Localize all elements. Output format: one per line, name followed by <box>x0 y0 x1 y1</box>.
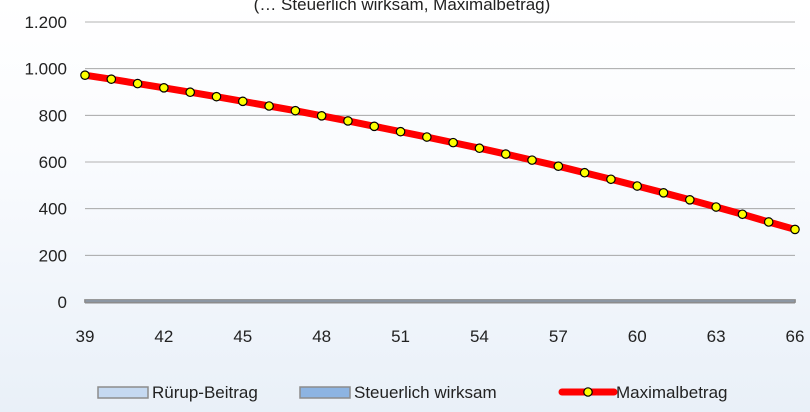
data-point <box>106 74 117 84</box>
x-tick-label: 63 <box>707 327 726 346</box>
x-tick-label: 39 <box>76 327 95 346</box>
y-tick-label: 1.200 <box>24 13 67 32</box>
data-point <box>606 174 616 185</box>
legend-label: Steuerlich wirksam <box>354 383 497 402</box>
y-tick-label: 600 <box>39 153 67 172</box>
data-point <box>237 96 248 107</box>
data-point <box>211 91 222 102</box>
x-axis: 39 42 45 48 51 54 57 60 63 66 <box>76 300 805 346</box>
data-point <box>579 167 590 178</box>
gridlines <box>85 21 795 256</box>
y-tick-label: 800 <box>39 106 67 125</box>
x-tick-label: 66 <box>786 327 805 346</box>
y-tick-label: 400 <box>39 200 67 219</box>
data-point <box>80 70 90 80</box>
x-tick-label: 48 <box>312 327 331 346</box>
data-point <box>422 132 432 142</box>
y-tick-label: 1.000 <box>24 60 67 79</box>
area-series-1 <box>84 299 796 303</box>
line-series-group <box>80 70 800 235</box>
legend-label: Rürup-Beitrag <box>152 383 258 402</box>
data-point <box>474 143 485 154</box>
data-point <box>658 188 669 198</box>
chart-title: (… Steuerlich wirksam, Maximalbetrag) <box>254 0 551 14</box>
legend-label: Maximalbetrag <box>616 383 728 402</box>
data-point <box>369 121 380 132</box>
y-tick-label: 0 <box>58 293 67 312</box>
data-point <box>632 181 643 191</box>
data-point <box>790 224 800 235</box>
data-point <box>395 126 406 137</box>
data-point <box>500 149 511 159</box>
legend: Rürup-Beitrag Steuerlich wirksam Maximalbe… <box>97 383 728 402</box>
x-tick-label: 45 <box>233 327 252 346</box>
area-series-group <box>84 299 796 303</box>
data-point <box>185 87 195 98</box>
data-point <box>527 155 537 165</box>
data-point <box>290 105 301 116</box>
x-tick-label: 60 <box>628 327 647 346</box>
data-point <box>264 101 274 111</box>
legend-marker <box>583 387 593 397</box>
data-point <box>711 202 721 212</box>
y-tick-label: 200 <box>39 246 67 265</box>
data-point <box>685 195 695 205</box>
legend-swatch <box>299 386 351 399</box>
data-point <box>553 161 564 171</box>
x-tick-label: 42 <box>154 327 173 346</box>
line-series-maximalbetrag <box>81 71 799 233</box>
legend-swatch <box>97 386 149 399</box>
data-point <box>763 217 774 227</box>
data-point <box>448 137 458 148</box>
y-axis: 0 200 400 600 800 1.000 1.200 <box>24 13 67 312</box>
data-point <box>159 83 169 93</box>
x-tick-label: 57 <box>549 327 568 346</box>
x-tick-label: 54 <box>470 327 489 346</box>
data-point <box>737 209 748 220</box>
data-point <box>132 78 143 89</box>
data-point <box>343 116 353 126</box>
x-tick-label: 51 <box>391 327 410 346</box>
data-point <box>316 111 327 121</box>
